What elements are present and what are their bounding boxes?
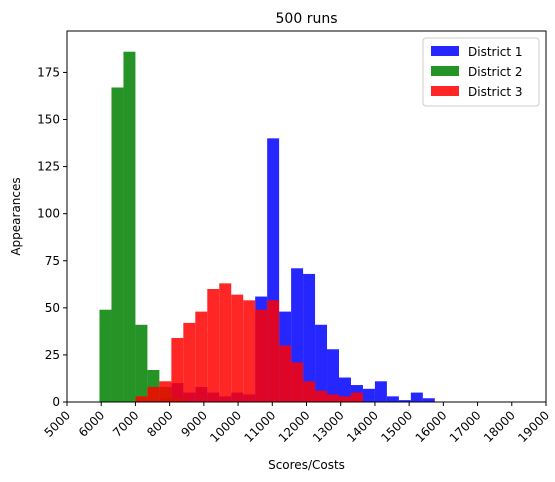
legend-item: District 3 <box>431 85 523 99</box>
histogram-bar <box>195 311 208 402</box>
y-axis-label: Appearances <box>9 177 23 255</box>
chart-title: 500 runs <box>276 11 338 27</box>
legend-swatch <box>431 66 459 76</box>
histogram-bar <box>255 309 268 402</box>
histogram-bar <box>350 392 363 402</box>
histogram-bar <box>99 309 112 402</box>
histogram-bar <box>339 377 351 402</box>
y-tick-label: 0 <box>52 395 60 409</box>
histogram-bar <box>207 289 220 402</box>
y-axis-ticks: 0 25 50 75 100 125 150 175 <box>37 65 67 409</box>
histogram-bar <box>159 381 172 402</box>
histogram-bar <box>267 138 280 402</box>
histogram-bar <box>327 394 340 402</box>
histogram-bar <box>111 87 124 402</box>
bars-layer <box>99 51 435 403</box>
histogram-bar <box>410 392 423 402</box>
histogram-bar <box>339 396 351 402</box>
y-tick-label: 75 <box>45 254 60 268</box>
y-tick-label: 100 <box>37 207 60 221</box>
legend: District 1 District 2 District 3 <box>422 37 540 107</box>
histogram-bar <box>291 362 304 402</box>
histogram-bar <box>183 322 196 402</box>
histogram-bar <box>243 300 256 402</box>
legend-label: District 2 <box>468 65 523 79</box>
histogram-bar <box>398 400 411 402</box>
y-tick-label: 150 <box>37 113 60 127</box>
histogram-bar <box>147 386 160 402</box>
legend-label: District 1 <box>468 45 523 59</box>
histogram-bar <box>291 268 304 402</box>
legend-item: District 1 <box>431 45 523 59</box>
histogram-bar <box>267 300 280 402</box>
histogram-bar <box>422 398 435 402</box>
legend-label: District 3 <box>468 85 523 99</box>
histogram-bar <box>231 294 244 402</box>
histogram-bar <box>386 396 399 402</box>
histogram-bar <box>279 345 292 402</box>
histogram-bar <box>135 396 148 402</box>
histogram-bar <box>171 337 184 402</box>
y-tick-label: 25 <box>45 348 60 362</box>
legend-swatch <box>431 86 459 96</box>
histogram-bar <box>315 324 328 402</box>
histogram-bar <box>303 381 316 402</box>
x-axis-label: Scores/Costs <box>268 458 345 472</box>
y-tick-label: 175 <box>37 65 60 79</box>
histogram-bar <box>327 349 340 402</box>
histogram-bar <box>219 283 232 402</box>
histogram-bar <box>123 51 136 403</box>
series-3 <box>135 283 363 402</box>
histogram-bar <box>374 381 387 402</box>
histogram-bar <box>135 324 148 402</box>
legend-item: District 2 <box>431 65 523 79</box>
histogram-bar <box>303 273 316 402</box>
histogram-bar <box>362 388 375 402</box>
legend-swatch <box>431 46 459 56</box>
y-tick-label: 50 <box>45 301 60 315</box>
y-tick-label: 125 <box>37 160 60 174</box>
histogram-bar <box>315 390 328 402</box>
histogram-bar <box>147 369 160 402</box>
